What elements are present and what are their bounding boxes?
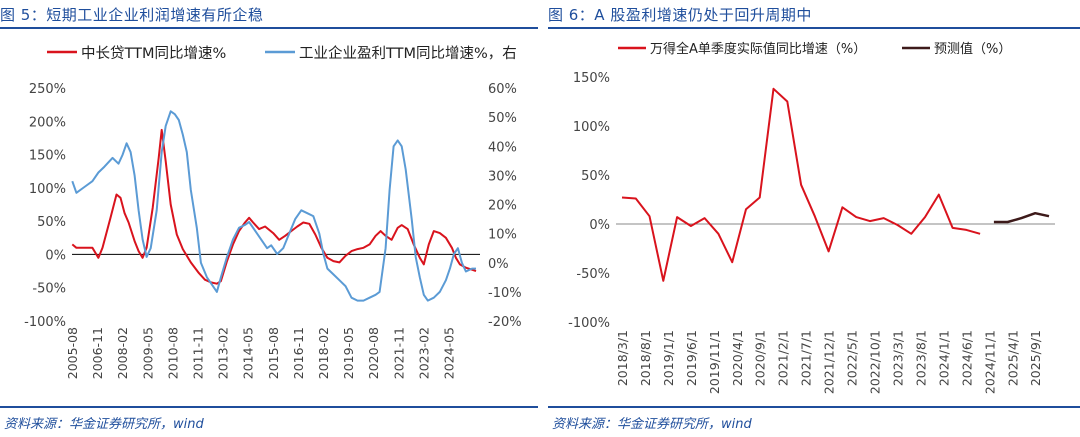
right-y-tick-label: -100% — [568, 316, 610, 331]
left-y2-tick-label: -20% — [488, 315, 522, 330]
left-y2-tick-label: 50% — [488, 111, 517, 126]
left-y2-tick-label: 40% — [488, 140, 517, 155]
left-x-tick-label: 2011-11 — [191, 327, 206, 379]
left-source-note: 资料来源：华金证券研究所，wind — [4, 417, 204, 432]
left-y-tick-label: 250% — [29, 82, 66, 97]
right-x-tick-label: 2019/11/1 — [707, 330, 722, 394]
left-series-profit-growth-line — [71, 110, 476, 302]
right-x-tick-label: 2022/5/1 — [845, 330, 860, 386]
left-figure-title: 图 5：短期工业企业利润增速有所企稳 — [0, 6, 264, 24]
left-x-tick-label: 2008-02 — [115, 327, 130, 379]
left-chart-panel: 图 5：短期工业企业利润增速有所企稳 -100% -50% 0% 50% 100% 150… — [0, 0, 538, 437]
right-x-tick-label: 2023/3/1 — [890, 330, 905, 386]
left-x-tick-label: 2020-08 — [366, 327, 381, 379]
left-legend-label: 中长贷TTM同比增速% — [81, 45, 226, 62]
left-x-tick-label: 2023-02 — [416, 327, 431, 379]
left-x-tick-label: 2005-08 — [65, 327, 80, 379]
left-y-tick-label: -100% — [24, 315, 66, 330]
left-y-tick-label: -50% — [32, 282, 66, 297]
right-source-note: 资料来源：华金证券研究所，wind — [552, 417, 752, 432]
left-title-rule — [0, 27, 538, 29]
left-x-tick-label: 2024-05 — [442, 327, 457, 379]
left-x-tick-label: 2018-02 — [316, 327, 331, 379]
left-legend-label: 工业企业盈利TTM同比增速%，右 — [299, 44, 517, 62]
right-x-tick-label: 2025/4/1 — [1005, 330, 1020, 386]
left-y2-tick-label: 20% — [488, 199, 517, 214]
right-y-tick-label: 100% — [573, 120, 610, 135]
left-y-tick-label: 0% — [45, 248, 66, 263]
left-y2-tick-label: 30% — [488, 169, 517, 184]
left-y2-tick-label: 60% — [488, 82, 517, 97]
left-x-tick-label: 2009-05 — [140, 327, 155, 379]
right-x-tick-label: 2018/3/1 — [615, 330, 630, 386]
left-x-tick-label: 2021-11 — [391, 327, 406, 379]
right-bottom-rule — [548, 406, 1080, 408]
right-x-tick-label: 2020/9/1 — [753, 330, 768, 386]
left-y2-tick-label: -10% — [488, 286, 522, 301]
right-x-tick-label: 2021/12/1 — [822, 330, 837, 394]
left-y-tick-label: 150% — [29, 149, 66, 164]
right-x-tick-label: 2021/2/1 — [776, 330, 791, 386]
right-series-actual-line — [621, 87, 981, 282]
right-title-rule — [548, 27, 1080, 29]
right-legend-label: 万得全A单季度实际值同比增速（%） — [650, 41, 866, 57]
right-y-tick-label: -50% — [576, 267, 610, 282]
left-x-tick-label: 2014-05 — [241, 327, 256, 379]
left-y2-tick-label: 0% — [488, 257, 509, 272]
right-x-tick-label: 2023/8/1 — [913, 330, 928, 386]
right-x-tick-label: 2019/1/1 — [661, 330, 676, 386]
right-x-tick-label: 2024/6/1 — [959, 330, 974, 386]
right-x-tick-label: 2024/11/1 — [982, 330, 997, 394]
left-x-tick-label: 2019-05 — [341, 327, 356, 379]
right-x-tick-label: 2019/6/1 — [684, 330, 699, 386]
left-x-tick-label: 2013-02 — [216, 327, 231, 379]
right-y-tick-label: 150% — [573, 71, 610, 86]
right-x-tick-label: 2025/9/1 — [1028, 330, 1043, 386]
right-y-tick-label: 50% — [581, 169, 610, 184]
right-x-tick-label: 2020/4/1 — [730, 330, 745, 386]
left-y2-tick-label: 10% — [488, 228, 517, 243]
left-x-tick-label: 2010-08 — [165, 327, 180, 379]
left-y-tick-label: 50% — [37, 215, 66, 230]
right-y-tick-label: 0% — [589, 218, 610, 233]
right-x-tick-label: 2022/10/1 — [868, 330, 883, 394]
left-x-tick-label: 2015-08 — [266, 327, 281, 379]
left-y-tick-label: 200% — [29, 115, 66, 130]
left-x-tick-label: 2006-11 — [90, 327, 105, 379]
left-bottom-rule — [0, 406, 538, 408]
right-x-tick-label: 2018/8/1 — [638, 330, 653, 386]
right-x-tick-label: 2024/1/1 — [936, 330, 951, 386]
left-x-tick-label: 2016-11 — [291, 327, 306, 379]
right-series-forecast-line — [993, 211, 1050, 224]
right-legend-label: 预测值（%） — [934, 41, 1011, 57]
left-y-tick-label: 100% — [29, 182, 66, 197]
right-x-tick-label: 2021/7/1 — [799, 330, 814, 386]
left-chart-svg: -100% -50% 0% 50% 100% 150% 200% 250% -20% -10% 0%… — [24, 44, 522, 379]
right-chart-panel: 图 6：A 股盈利增速仍处于回升周期中 -100% -50% 0% 50% 100% 15… — [548, 0, 1080, 437]
right-figure-title: 图 6：A 股盈利增速仍处于回升周期中 — [548, 6, 812, 24]
right-chart-svg: -100% -50% 0% 50% 100% 150% 2018/3/1 2018/8/1 20… — [568, 41, 1055, 394]
